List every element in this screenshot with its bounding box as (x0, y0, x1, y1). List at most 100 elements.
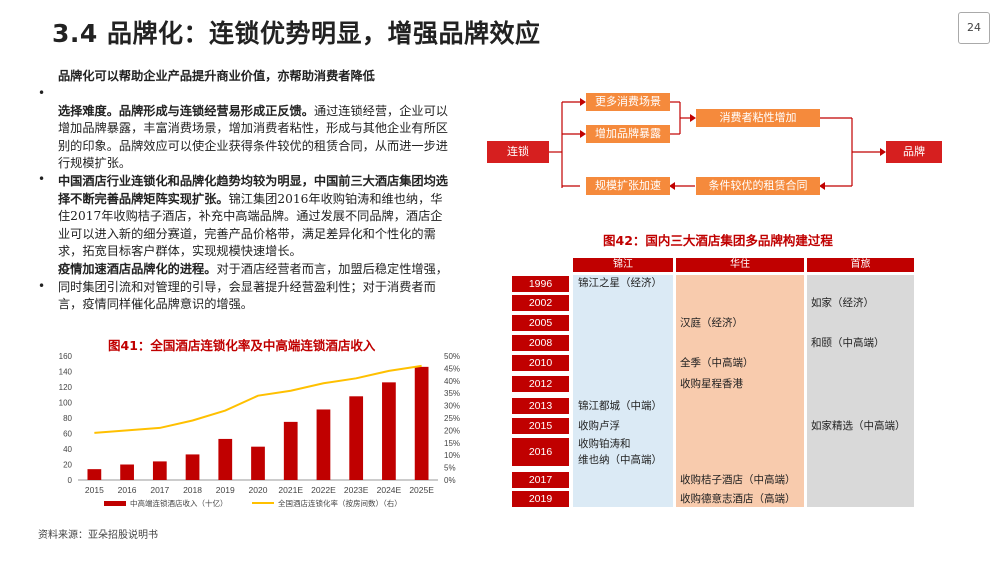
y-left-tick-label: 100 (59, 399, 73, 408)
body-text: 品牌化可以帮助企业产品提升商业价值，亦帮助消费者降低 选择难度。品牌形成与连锁经… (58, 68, 454, 314)
x-tick-label: 2025E (409, 485, 434, 495)
x-tick-label: 2020 (249, 485, 268, 495)
legend-label-rate: 全国酒店连锁化率（按房间数）（右） (278, 498, 402, 508)
brand-huazhu: 汉庭（经济） (680, 317, 743, 329)
column-header-shoulv: 首旅 (807, 258, 914, 272)
y-left-tick-label: 80 (63, 414, 72, 423)
revenue-bar (382, 382, 396, 480)
brand-shoulv: 如家（经济） (811, 297, 874, 309)
page-number: 24 (958, 12, 990, 44)
flow-node-lease: 条件较优的租赁合同 (696, 177, 820, 195)
source-note: 资料来源：亚朵招股说明书 (38, 530, 158, 541)
chain-rate-line (94, 364, 422, 434)
y-right-tick-label: 50% (444, 352, 460, 361)
paragraph-2: 中国酒店行业连锁化和品牌化趋势均较为明显，中国前三大酒店集团均选择不断完善品牌矩… (58, 173, 454, 261)
year-label: 2016 (512, 438, 569, 466)
revenue-bar (316, 409, 331, 480)
paragraph-3-rest: 对于酒店经营者而言，加盟后稳定性增强，同时集团引流和对管理的引导，会显著提升经营… (58, 261, 448, 312)
legend-swatch-revenue (104, 501, 126, 506)
paragraph-3-bold: 疫情加速酒店品牌化的进程。 (58, 261, 217, 276)
paragraph-3: 疫情加速酒店品牌化的进程。对于酒店经营者而言，加盟后稳定性增强，同时集团引流和对… (58, 261, 454, 314)
y-left-tick-label: 40 (63, 445, 72, 454)
bullet-marker: • (38, 86, 46, 100)
x-tick-label: 2022E (311, 485, 336, 495)
y-right-tick-label: 25% (444, 414, 460, 423)
bullet-marker: • (38, 279, 46, 293)
x-tick-label: 2017 (150, 485, 169, 495)
year-label: 2010 (512, 355, 569, 371)
y-left-tick-label: 120 (59, 383, 73, 392)
year-label: 1996 (512, 276, 569, 292)
flow-node-more-scenes: 更多消费场景 (586, 93, 670, 111)
brand-huazhu: 全季（中高端） (680, 357, 754, 369)
paragraph-1-bold: 选择难度。品牌形成与连锁经营易形成正反馈。 (58, 103, 314, 118)
y-left-tick-label: 20 (63, 461, 72, 470)
y-right-tick-label: 0% (444, 476, 456, 485)
year-label: 2013 (512, 398, 569, 414)
x-tick-label: 2023E (344, 485, 369, 495)
x-tick-label: 2016 (118, 485, 137, 495)
paragraph-1: 选择难度。品牌形成与连锁经营易形成正反馈。通过连锁经营，企业可以增加品牌暴露，丰… (58, 103, 454, 173)
flow-node-expansion: 规模扩张加速 (586, 177, 670, 195)
brand-jinjiang: 收购卢浮 (578, 420, 620, 432)
revenue-bar (251, 446, 265, 480)
paragraph-2-rest: 锦江集团2016年收购铂涛和维也纳，华住2017年收购桔子酒店，补充中高端品牌。… (58, 191, 443, 259)
brand-jinjiang: 锦江都城（中端） (578, 400, 662, 412)
year-label: 2008 (512, 335, 569, 351)
y-left-tick-label: 140 (59, 368, 73, 377)
x-tick-label: 2021E (278, 485, 303, 495)
brand-huazhu: 收购星程香港 (680, 378, 743, 390)
y-right-tick-label: 45% (444, 364, 460, 373)
brand-huazhu: 收购德意志酒店（高端） (680, 493, 796, 505)
column-header-huazhu: 华住 (676, 258, 804, 272)
paragraph-2-bold: 中国酒店行业连锁化和品牌化趋势均较为明显，中国前三大酒店集团均选择不断完善品牌矩… (58, 173, 448, 206)
brand-huazhu: 收购桔子酒店（中高端） (680, 474, 796, 486)
flow-node-stickiness: 消费者粘性增加 (696, 109, 820, 127)
y-left-tick-label: 0 (68, 476, 73, 485)
brand-jinjiang: 维也纳（中高端） (578, 454, 662, 466)
x-tick-label: 2018 (183, 485, 202, 495)
legend-label-revenue: 中高端连锁酒店收入（十亿） (130, 498, 228, 508)
y-right-tick-label: 30% (444, 402, 460, 411)
year-label: 2015 (512, 418, 569, 434)
revenue-bar (218, 438, 233, 480)
y-left-tick-label: 160 (59, 352, 73, 361)
year-label: 2019 (512, 491, 569, 507)
x-tick-label: 2019 (216, 485, 235, 495)
x-tick-label: 2015 (85, 485, 104, 495)
revenue-bar (349, 396, 364, 480)
y-right-tick-label: 20% (444, 426, 460, 435)
revenue-bar (414, 366, 429, 480)
column-shoulv-bg (807, 275, 914, 507)
y-right-tick-label: 15% (444, 439, 460, 448)
y-left-tick-label: 60 (63, 430, 72, 439)
y-right-tick-label: 40% (444, 377, 460, 386)
figure-41-title: 图41：全国酒店连锁化率及中高端连锁酒店收入 (108, 338, 376, 353)
brand-shoulv: 和颐（中高端） (811, 337, 885, 349)
flow-node-more-exposure: 增加品牌暴露 (586, 125, 670, 143)
paragraph-1-intro: 品牌化可以帮助企业产品提升商业价值，亦帮助消费者降低 (58, 69, 375, 83)
y-right-tick-label: 5% (444, 464, 456, 473)
revenue-bar (283, 421, 298, 480)
year-label: 2017 (512, 472, 569, 488)
flow-node-brand: 品牌 (886, 141, 942, 163)
column-header-jinjiang: 锦江 (573, 258, 673, 272)
year-label: 2005 (512, 315, 569, 331)
year-label: 2012 (512, 376, 569, 392)
revenue-chart: 0 20 40 60 80 100 120 140 160 0% 5% 10% 15% 20% 25% 30%… (59, 352, 460, 508)
revenue-bar (87, 469, 102, 480)
page-title: 3.4 品牌化：连锁优势明显，增强品牌效应 (52, 19, 541, 48)
figure-42-title: 图42：国内三大酒店集团多品牌构建过程 (603, 233, 833, 248)
column-huazhu-bg (676, 275, 804, 507)
revenue-bar (152, 461, 167, 480)
flow-node-chain: 连锁 (487, 141, 549, 163)
revenue-bar (185, 454, 200, 480)
year-label: 2002 (512, 295, 569, 311)
y-right-tick-label: 10% (444, 451, 460, 460)
brand-jinjiang: 收购铂涛和 (578, 438, 631, 450)
bullet-marker: • (38, 172, 46, 186)
brand-jinjiang: 锦江之星（经济） (578, 277, 662, 289)
x-tick-label: 2024E (377, 485, 402, 495)
brand-shoulv: 如家精选（中高端） (811, 420, 906, 432)
paragraph-1-rest: 通过连锁经营，企业可以增加品牌暴露，丰富消费场景，增加消费者粘性，形成与其他企业… (58, 103, 448, 171)
